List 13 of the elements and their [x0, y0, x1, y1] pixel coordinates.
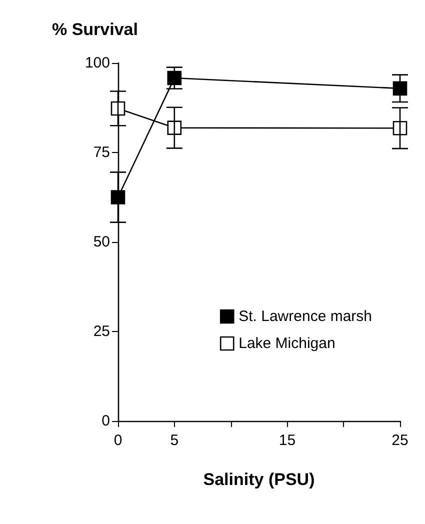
- x-tick-label: 0: [114, 432, 122, 449]
- y-tick-label: 25: [93, 323, 110, 340]
- y-tick-label: 50: [93, 234, 110, 250]
- legend-label: St. Lawrence marsh: [238, 308, 372, 325]
- legend-label: Lake Michigan: [238, 335, 336, 352]
- x-tick-label: 25: [392, 432, 408, 449]
- y-tick-label: 100: [84, 54, 110, 72]
- x-tick-label: 15: [278, 432, 296, 449]
- x-axis-title: Salinity (PSU): [203, 470, 315, 489]
- x-tick-label: 5: [170, 432, 179, 449]
- y-tick-label: 75: [93, 144, 110, 161]
- y-tick-label: 0: [102, 412, 110, 430]
- y-axis-title: % Survival: [52, 20, 138, 39]
